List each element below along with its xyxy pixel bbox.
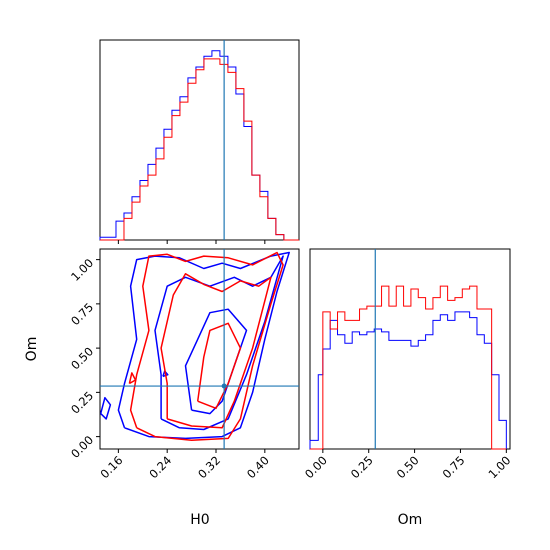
panel-2d-contour: 0.16 0.24 0.32 0.40 0.00 0.25 0.50 0.75 1.00 H0… (24, 248, 300, 528)
x-tick-label-2d-1: 0.24 (146, 453, 174, 481)
x-tick-label-om-2: 0.50 (394, 453, 422, 481)
panel-h0-marginal (99, 39, 300, 244)
y-tick-label-2d-3: 0.75 (68, 300, 96, 328)
contour-s0-c0 (117, 251, 290, 440)
contour-s1-c2 (196, 322, 242, 410)
x-tick-label-om-3: 0.75 (440, 453, 468, 481)
x-ticks-om: 0.00 0.25 0.50 0.75 1.00 (302, 449, 513, 481)
om-hist-series-0 (309, 311, 507, 449)
x-tick-label-om-4: 1.00 (485, 453, 513, 481)
h0-hist-series-1 (100, 58, 299, 241)
x-tick-label-2d-3: 0.40 (244, 453, 272, 481)
x-tick-label-2d-2: 0.32 (195, 453, 223, 481)
x-axis-label-h0: H0 (190, 512, 209, 528)
om-histogram-series (309, 285, 507, 450)
y-axis-label-om: Om (24, 337, 40, 362)
h0-marginal-ticks (117, 240, 266, 244)
contour-s1-c1 (160, 273, 272, 429)
y-tick-label-2d-1: 0.25 (68, 389, 96, 417)
om-hist-series-1 (310, 285, 507, 450)
contour-s0-c3 (99, 396, 112, 420)
y-tick-label-2d-4: 1.00 (68, 256, 96, 284)
h0-hist-series-0 (99, 50, 299, 241)
x-axis-label-om: Om (398, 512, 423, 528)
contour-s1-c3 (128, 372, 137, 385)
truth-point (221, 383, 227, 389)
y-tick-label-2d-0: 0.00 (68, 433, 96, 461)
contour-s1-c0 (129, 251, 284, 441)
contour-s0-c1 (154, 255, 284, 431)
y-ticks-2d: 0.00 0.25 0.50 0.75 1.00 (68, 256, 100, 461)
h0-histogram-series (99, 50, 299, 241)
x-ticks-2d: 0.16 0.24 0.32 0.40 (97, 449, 272, 481)
y-tick-label-2d-2: 0.50 (68, 344, 96, 372)
panel-om-marginal: 0.00 0.25 0.50 0.75 1.00 Om (302, 248, 513, 528)
panel-om-marginal-frame (309, 248, 511, 450)
contour-series (99, 251, 290, 441)
x-tick-label-om-0: 0.00 (302, 453, 330, 481)
x-tick-label-2d-0: 0.16 (97, 453, 125, 481)
panel-2d-frame (99, 248, 300, 450)
x-tick-label-om-1: 0.25 (348, 453, 376, 481)
panel-h0-marginal-frame (99, 39, 300, 241)
